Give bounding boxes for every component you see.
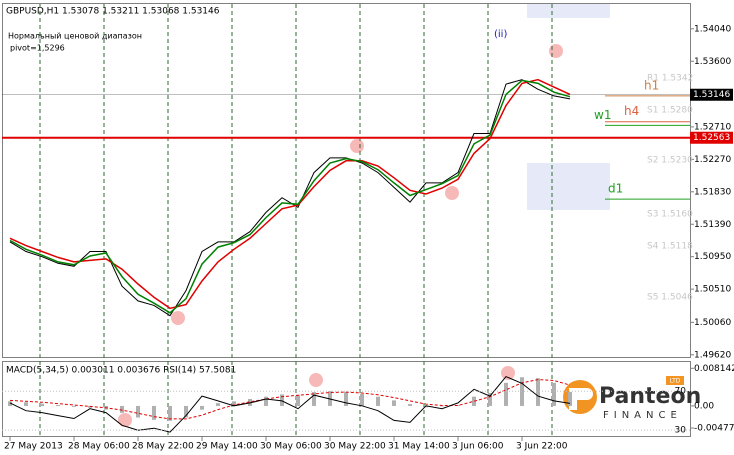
logo-text: Panteon [599,384,701,409]
macd-bar [408,404,412,406]
chart-title: GBPUSD,H1 1.53078 1.53211 1.53068 1.5314… [6,7,220,17]
pivot-label: S4 1.5118 [647,242,693,252]
annotation: Нормальный ценовой диапазон [8,32,142,41]
y-tick-label: 1.52710 [694,122,731,132]
macd-bar [40,403,44,406]
macd-bar [184,405,188,418]
wave-label: (ii) [494,29,507,40]
indicator-title: MACD(5,34,5) 0.003011 0.003676 RSI(14) 5… [6,366,236,376]
zone-box [527,3,610,18]
x-tick-label: 28 May 06:00 [68,442,130,452]
pivot-label: S5 1.5046 [647,293,693,303]
logo-text: LTD [670,378,681,385]
x-tick-label: 3 Jun 06:00 [452,442,504,452]
macd-bar [8,401,12,406]
macd-bar [312,392,316,406]
pivot-name: d1 [608,182,623,196]
price-line [9,79,571,314]
macd-bar [456,405,460,406]
macd-bar [280,394,284,406]
y2-tick-label: 70 [675,387,687,397]
y-tick-label: 1.54040 [694,24,731,34]
x-tick-label: 30 May 06:00 [260,442,322,452]
macd-bar [472,396,476,406]
y-tick-label: -0.004778 [694,424,734,434]
y-tick-label: 0.00 [694,401,714,411]
y-tick-label: 1.52270 [694,155,731,165]
macd-bar [376,396,380,406]
macd-bar [120,405,124,413]
x-tick-label: 31 May 14:00 [388,442,450,452]
level-box [690,131,733,144]
macd-bar [488,392,492,406]
price-line [9,78,571,310]
macd-bar [392,400,396,406]
pivot-label: S2 1.5230 [647,156,693,166]
macd-bar [552,382,556,406]
macd-bar [424,405,428,408]
macd-bar [360,393,364,406]
zone-box [527,163,610,210]
rsi-line [9,375,571,433]
macd-bar [232,401,236,406]
pivot-name: w1 [594,108,611,122]
pivot-name: h1 [644,78,659,92]
pivot-name: h4 [624,104,639,118]
signal-line [9,379,571,420]
y-tick-label: 1.50510 [694,285,731,295]
x-tick-label: 27 May 2013 [4,442,63,452]
x-tick-label: 28 May 22:00 [132,442,194,452]
y-tick-label: 1.53600 [694,57,731,67]
macd-bar [72,405,76,407]
macd-bar [504,382,508,406]
macd-bar [536,378,540,406]
x-tick-label: 30 May 22:00 [324,442,386,452]
macd-bar [56,405,60,406]
macd-bar [296,394,300,406]
y-tick-label: 1.50060 [694,318,731,328]
x-tick-label: 3 Jun 22:00 [516,442,568,452]
level-label: 1.52563 [693,133,730,143]
logo-text: FINANCE [603,410,682,421]
y-tick-label: 1.49620 [694,350,731,360]
macd-bar [216,403,220,406]
y2-tick-label: 30 [675,426,687,436]
y-tick-label: 1.51830 [694,187,731,197]
annotation: pivot=1,5296 [10,44,65,53]
price-line [9,79,571,317]
x-tick-label: 29 May 14:00 [196,442,258,452]
macd-bar [264,396,268,406]
level-box [690,88,733,101]
macd-bar [24,402,28,406]
y-tick-label: 1.51390 [694,220,731,230]
pivot-label: S3 1.5160 [647,210,693,220]
macd-bar [344,392,348,406]
y-tick-label: 0.008142 [694,364,734,374]
macd-bar [168,405,172,421]
macd-bar [568,392,572,406]
macd-bar [136,405,140,418]
main-frame [2,3,691,358]
level-label: 1.53146 [693,90,730,100]
macd-bar [152,405,156,420]
indicator-frame [2,361,691,437]
pivot-label: R1 1.5342 [647,74,693,84]
y-tick-label: 1.50950 [694,252,731,262]
pivot-label: S1 1.5280 [647,106,693,116]
macd-bar [200,405,204,410]
